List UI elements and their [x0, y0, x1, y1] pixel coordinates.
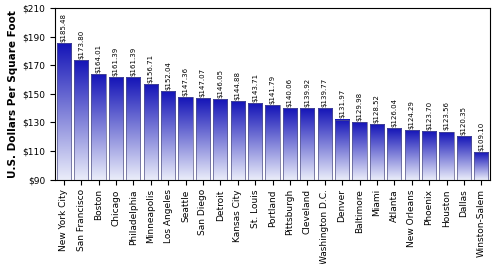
Y-axis label: U.S. Dollars Per Square Foot: U.S. Dollars Per Square Foot [8, 10, 18, 178]
Text: $152.04: $152.04 [165, 61, 171, 90]
Text: $147.07: $147.07 [200, 68, 206, 97]
Bar [178, 97, 192, 180]
Text: $147.36: $147.36 [182, 67, 188, 96]
Bar [92, 74, 106, 180]
Bar [266, 105, 280, 180]
Text: $124.29: $124.29 [408, 101, 414, 129]
Text: $139.92: $139.92 [304, 78, 310, 107]
Text: $139.77: $139.77 [322, 78, 328, 107]
Bar [474, 152, 488, 180]
Text: $173.80: $173.80 [78, 29, 84, 59]
Bar [196, 98, 210, 180]
Bar [440, 131, 454, 180]
Bar [126, 77, 140, 180]
Text: $128.52: $128.52 [374, 95, 380, 123]
Bar [248, 103, 262, 180]
Text: $123.56: $123.56 [444, 101, 450, 130]
Bar [56, 43, 71, 180]
Text: $143.71: $143.71 [252, 72, 258, 102]
Text: $144.88: $144.88 [234, 71, 240, 100]
Text: $109.10: $109.10 [478, 122, 484, 151]
Bar [230, 101, 245, 180]
Text: $164.01: $164.01 [96, 43, 102, 73]
Bar [387, 128, 402, 180]
Bar [213, 99, 228, 180]
Bar [74, 60, 88, 180]
Bar [283, 108, 297, 180]
Bar [352, 122, 366, 180]
Text: $141.79: $141.79 [270, 75, 276, 104]
Bar [404, 130, 419, 180]
Text: $129.98: $129.98 [356, 92, 362, 121]
Text: $185.48: $185.48 [60, 13, 66, 42]
Text: $123.70: $123.70 [426, 101, 432, 130]
Bar [161, 91, 175, 180]
Bar [370, 124, 384, 180]
Bar [335, 120, 349, 180]
Bar [318, 108, 332, 180]
Text: $126.04: $126.04 [392, 98, 398, 127]
Text: $156.71: $156.71 [148, 54, 154, 83]
Text: $120.35: $120.35 [461, 106, 467, 135]
Text: $140.06: $140.06 [287, 78, 293, 107]
Text: $146.05: $146.05 [218, 69, 224, 98]
Text: $131.97: $131.97 [339, 89, 345, 118]
Bar [457, 136, 471, 180]
Bar [422, 131, 436, 180]
Text: $161.39: $161.39 [130, 47, 136, 76]
Text: $161.39: $161.39 [113, 47, 119, 76]
Bar [144, 84, 158, 180]
Bar [300, 108, 314, 180]
Bar [109, 77, 123, 180]
